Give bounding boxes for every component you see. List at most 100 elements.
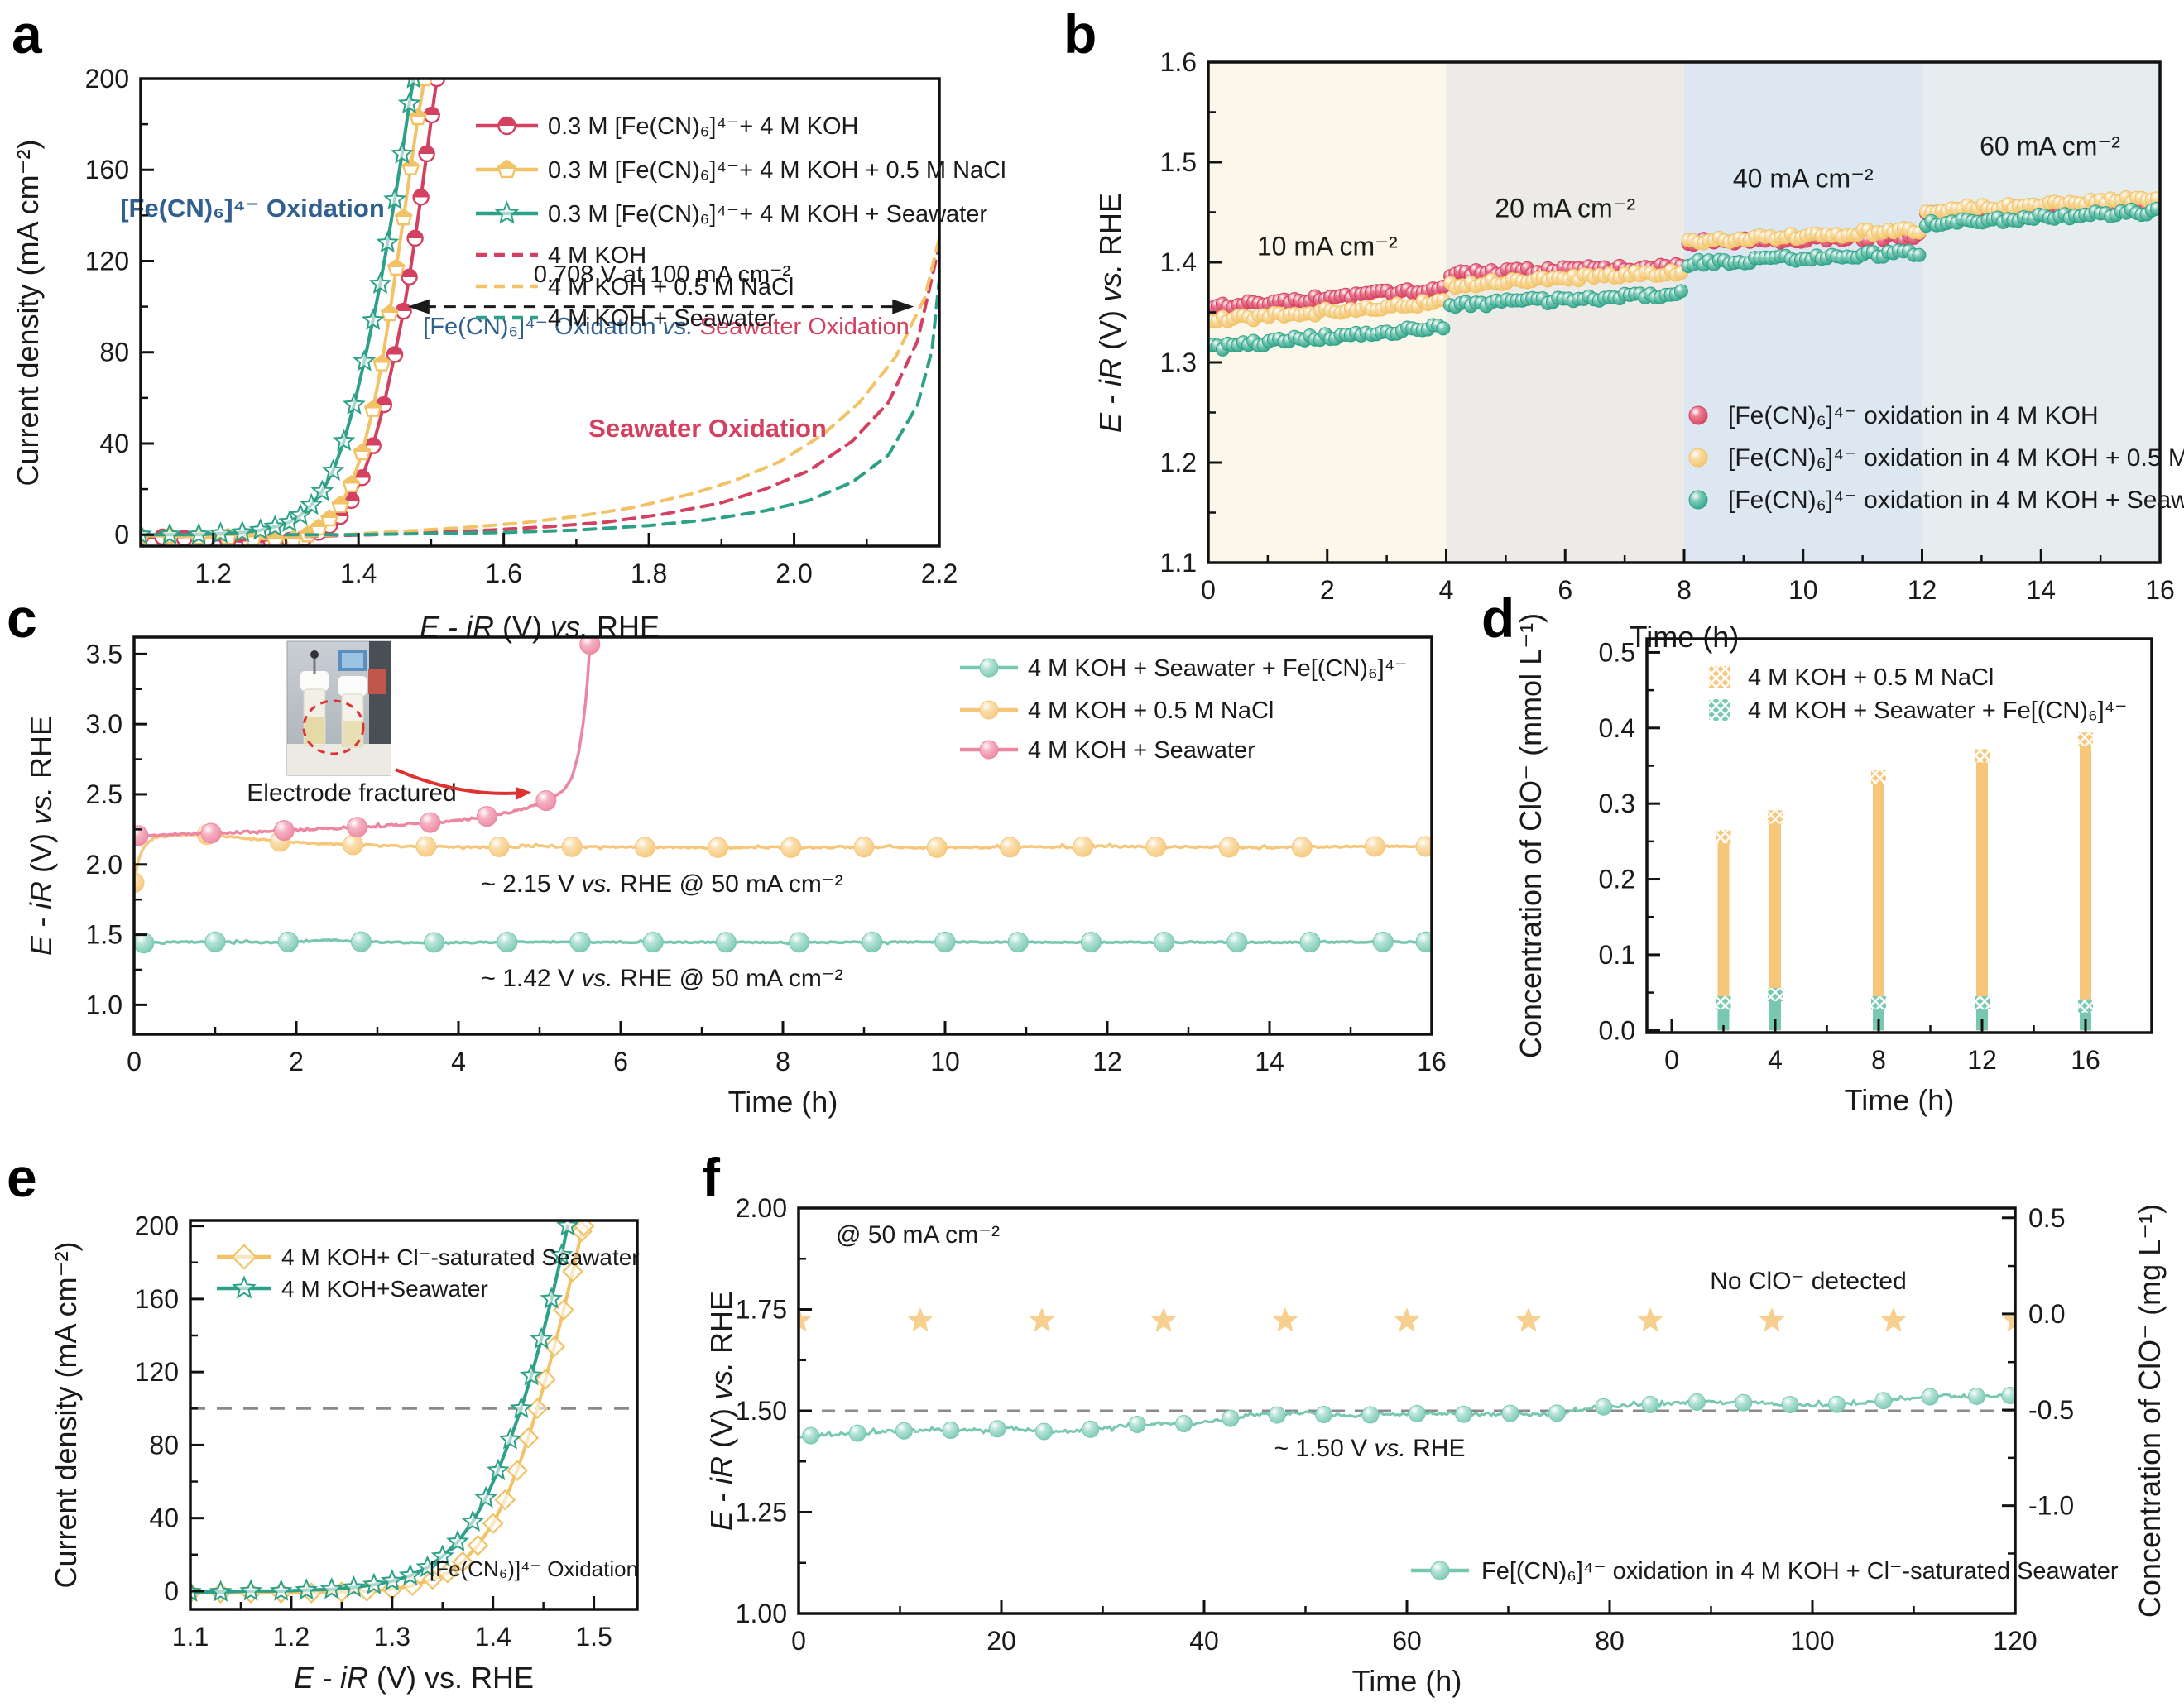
svg-text:1.1: 1.1 — [1160, 548, 1197, 578]
svg-text:3.0: 3.0 — [86, 709, 122, 739]
svg-text:40: 40 — [149, 1503, 179, 1533]
svg-text:0.1: 0.1 — [1599, 940, 1635, 970]
voltage-gap-arrow — [407, 299, 914, 314]
series-layer — [1716, 732, 2093, 1031]
series-layer — [799, 1307, 2015, 1445]
annotation-text: ~ 1.42 V vs. RHE @ 50 mA cm⁻² — [481, 965, 842, 992]
bar — [1769, 810, 1781, 1031]
svg-text:1.6: 1.6 — [485, 559, 521, 588]
y-axis-label: E - iR (V) vs. RHE — [1093, 193, 1127, 433]
legend-label: 0.3 M [Fe(CN)₆]⁴⁻+ 4 M KOH + 0.5 M NaCl — [548, 157, 1006, 184]
panel-b: 10 mA cm⁻² 20 mA cm⁻² 40 mA cm⁻² 60 mA cm⁻²… — [1093, 47, 2184, 654]
series — [1208, 201, 2160, 357]
svg-text:200: 200 — [135, 1211, 179, 1241]
svg-text:4: 4 — [1439, 575, 1454, 605]
svg-text:1.5: 1.5 — [86, 920, 122, 950]
inset-photo-electrode: Electrode fractured — [247, 640, 531, 807]
legend-label: 0.3 M [Fe(CN)₆]⁴⁻+ 4 M KOH + Seawater — [548, 201, 987, 228]
svg-text:1.3: 1.3 — [1160, 348, 1197, 377]
axes: 0 2 4 6 8 10 12 14 16 1.1 1.2 1.3 1.4 1.5 1.6 — [1160, 47, 2175, 605]
annotation-text: [Fe(CN)₆]⁴⁻ Oxidation — [120, 194, 385, 223]
region-label: 40 mA cm⁻² — [1733, 163, 1874, 193]
svg-text:60: 60 — [1392, 1626, 1422, 1656]
svg-text:1.3: 1.3 — [374, 1622, 410, 1652]
series — [134, 637, 601, 846]
fracture-arrow — [395, 768, 526, 795]
svg-text:2.00: 2.00 — [736, 1193, 787, 1223]
svg-text:1.2: 1.2 — [194, 559, 231, 588]
y-axis-label: Current density (mA cm⁻²) — [11, 139, 45, 486]
legend-label: 4 M KOH+Seawater — [281, 1276, 488, 1302]
svg-text:1.5: 1.5 — [575, 1622, 612, 1652]
annotation-text: [Fe(CN)₆]⁴⁻ Oxidation vs. Seawater Oxida… — [423, 314, 909, 340]
series — [284, 236, 939, 539]
legend-label: 4 M KOH — [548, 242, 646, 269]
svg-text:160: 160 — [85, 155, 129, 185]
svg-text:14: 14 — [1255, 1047, 1284, 1076]
plot-frame — [139, 77, 941, 548]
bar — [1976, 749, 1988, 1031]
legend: 4 M KOH + Seawater + Fe[(CN)₆]⁴⁻ 4 M KOH … — [960, 655, 1407, 764]
svg-text:200: 200 — [85, 64, 129, 94]
svg-text:0.4: 0.4 — [1599, 713, 1635, 743]
annotation-text: No ClO⁻ detected — [1710, 1268, 1907, 1295]
series — [141, 79, 421, 545]
svg-text:1.4: 1.4 — [1160, 247, 1197, 277]
svg-text:14: 14 — [2026, 575, 2056, 605]
panel-a: [Fe(CN)₆]⁴⁻ Oxidation 0.708 V at 100 mA c… — [11, 64, 1006, 644]
svg-text:1.8: 1.8 — [631, 559, 667, 588]
fracture-circle-highlight — [302, 699, 365, 755]
svg-text:2.0: 2.0 — [775, 559, 812, 588]
series-layer — [190, 1220, 637, 1604]
svg-text:0.5: 0.5 — [2028, 1203, 2065, 1233]
series-layer — [134, 637, 1432, 954]
svg-text:80: 80 — [149, 1430, 179, 1460]
svg-text:2.0: 2.0 — [86, 850, 122, 880]
series — [134, 824, 1432, 894]
svg-text:100: 100 — [1790, 1626, 1834, 1656]
svg-text:1.75: 1.75 — [736, 1295, 787, 1325]
axes: 1.1 1.2 1.3 1.4 1.5 0 40 80 120 160 200 — [135, 1211, 612, 1652]
svg-text:0: 0 — [1664, 1045, 1679, 1075]
series — [284, 277, 939, 537]
svg-text:4: 4 — [451, 1047, 466, 1076]
legend-label: [Fe(CN)₆]⁴⁻ oxidation in 4 M KOH + Seawa… — [1728, 487, 2184, 514]
svg-text:80: 80 — [1595, 1626, 1625, 1656]
svg-text:1.00: 1.00 — [736, 1599, 787, 1628]
svg-text:6: 6 — [613, 1047, 628, 1076]
svg-text:10: 10 — [930, 1047, 960, 1076]
svg-text:8: 8 — [1871, 1045, 1886, 1075]
region-band — [1922, 62, 2160, 563]
legend-label: 0.3 M [Fe(CN)₆]⁴⁻+ 4 M KOH — [548, 113, 858, 140]
svg-text:0.2: 0.2 — [1599, 865, 1635, 894]
y-axis-label: E - iR (V) vs. RHE — [24, 716, 58, 956]
series — [799, 1387, 2015, 1445]
svg-text:16: 16 — [1417, 1047, 1447, 1076]
svg-text:80: 80 — [99, 338, 129, 367]
svg-text:1.4: 1.4 — [340, 559, 377, 588]
svg-text:4: 4 — [1768, 1045, 1783, 1075]
axes: 0 20 40 60 80 100 120 1.00 1.25 1.50 1.75 2.00 0.5 0.… — [736, 1193, 2167, 1656]
series-layer — [1208, 190, 2160, 357]
series — [190, 1220, 579, 1602]
panel-e: [Fe(CN₆)]⁴⁻ Oxidation 1.1 1.2 1.3 1.4 1.5 0 40 8… — [49, 1211, 640, 1695]
y-axis-label: Concentration of ClO⁻ (mmol L⁻¹) — [1514, 613, 1548, 1058]
svg-text:1.5: 1.5 — [1160, 147, 1197, 177]
panel-letter-c: c — [7, 587, 37, 649]
legend: Fe[(CN)₆]⁴⁻ oxidation in 4 M KOH + Cl⁻-s… — [1411, 1558, 2119, 1585]
series — [134, 931, 1432, 954]
axes: 0 2 4 6 8 10 12 14 16 1.0 1.5 2.0 2.5 3.0 3.5 — [86, 639, 1447, 1076]
svg-text:0: 0 — [1201, 575, 1216, 605]
axes: 1.2 1.4 1.6 1.8 2.0 2.2 0 40 80 120 160 200 — [85, 64, 958, 588]
series — [141, 79, 433, 546]
svg-text:2.2: 2.2 — [921, 559, 958, 588]
series-layer — [141, 79, 939, 546]
svg-text:8: 8 — [1677, 575, 1692, 605]
legend-label: 4 M KOH + 0.5 M NaCl — [1028, 698, 1274, 724]
legend-label: Fe[(CN)₆]⁴⁻ oxidation in 4 M KOH + Cl⁻-s… — [1481, 1558, 2119, 1585]
region-label: 20 mA cm⁻² — [1495, 194, 1635, 223]
annotation-text: [Fe(CN₆)]⁴⁻ Oxidation — [430, 1556, 638, 1581]
series — [799, 1307, 2015, 1332]
x-axis-label: E - iR (V) vs. RHE — [420, 610, 660, 644]
